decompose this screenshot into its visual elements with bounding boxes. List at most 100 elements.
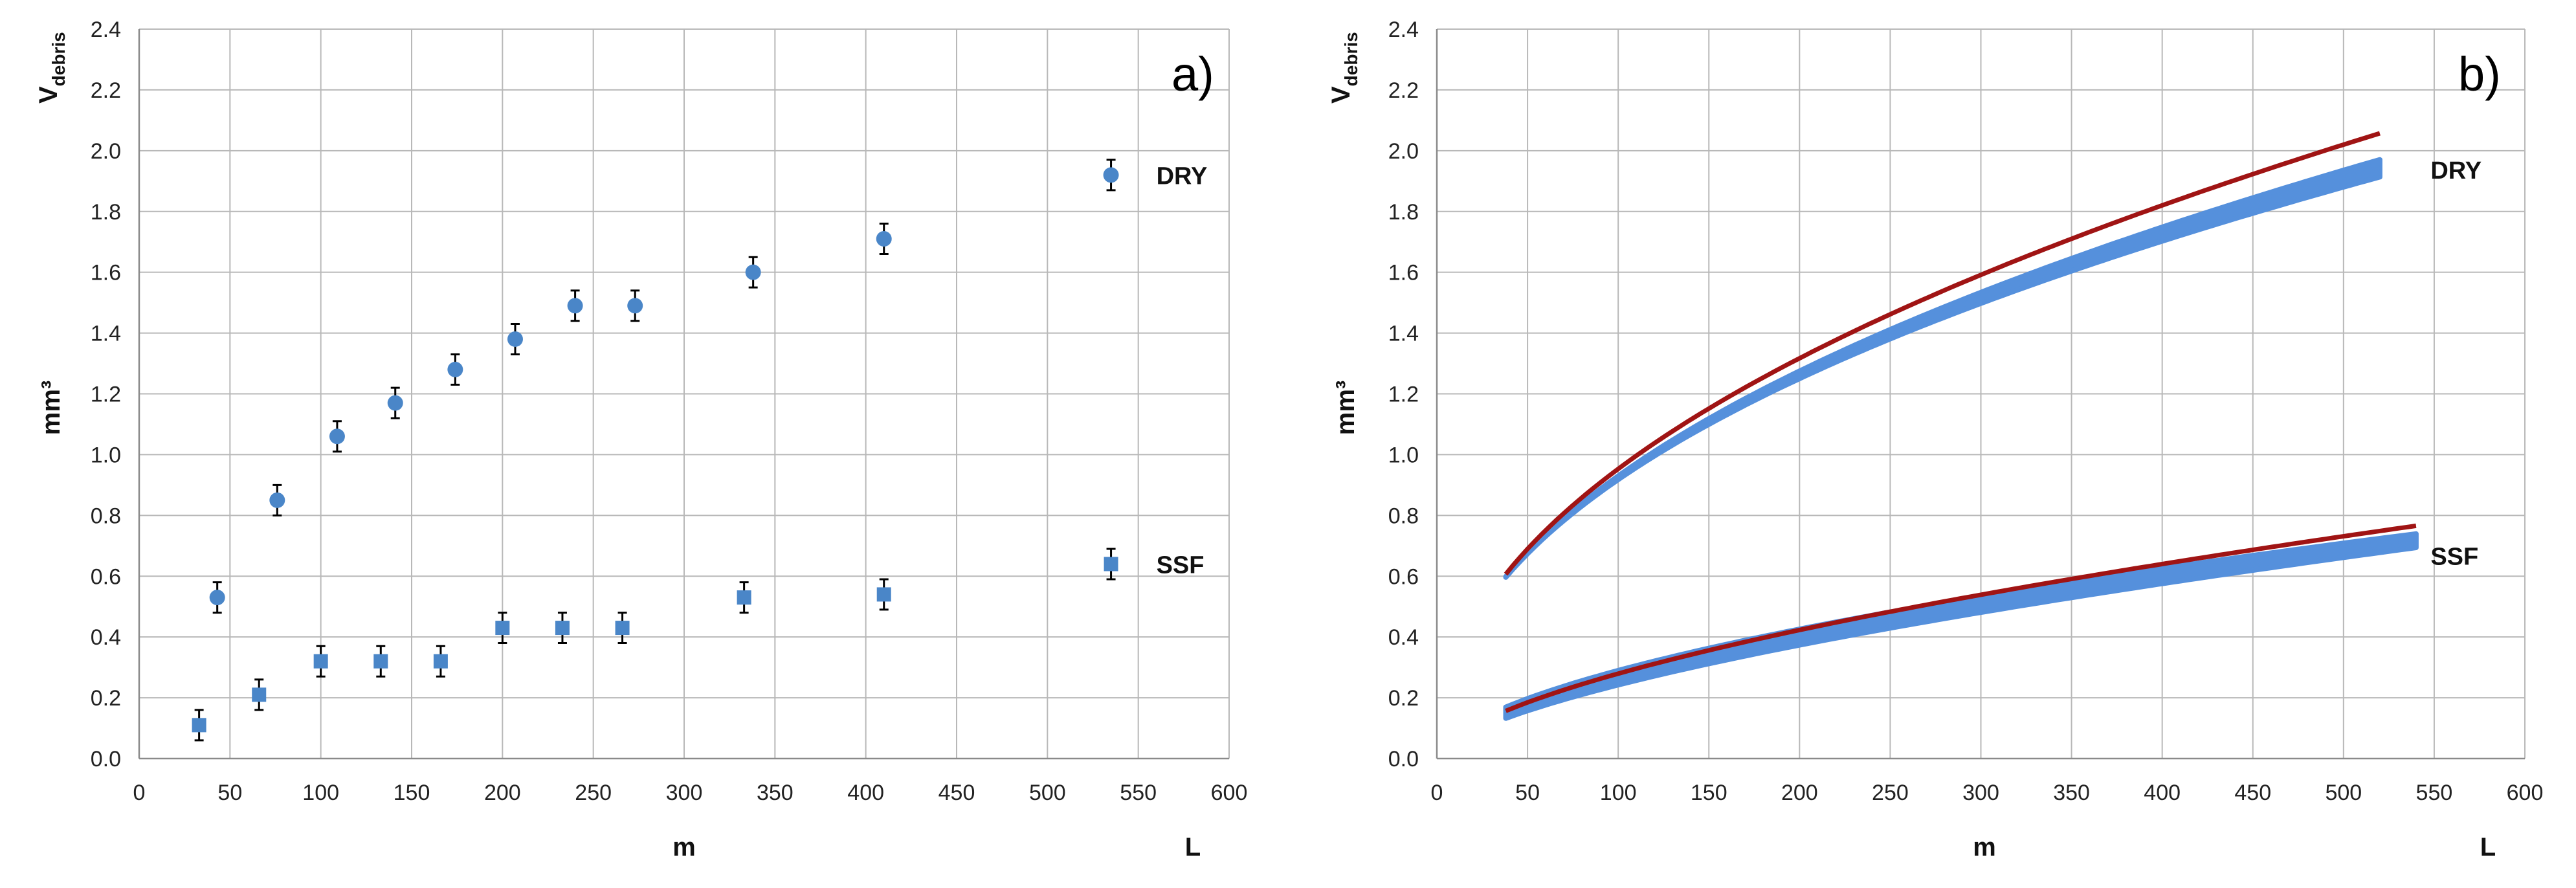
panel-b-x-label-right: L: [2480, 833, 2496, 861]
x-tick-label: 350: [2053, 781, 2090, 805]
data-point-circle: [447, 361, 463, 377]
panel-b-series-labels: DRY SSF: [2430, 157, 2482, 570]
data-point-dry: [209, 581, 225, 614]
panel-b-line-chart: 0 50 100 150 200 250 300 350 400 450 500 550 600 0.0…: [1327, 17, 2543, 861]
panel-b-series: [1503, 131, 2419, 721]
y-tick-label: 0.8: [1388, 504, 1419, 528]
panel-b-y-label-main: V: [1327, 86, 1355, 104]
panel-b-tag: b): [2458, 47, 2501, 101]
legend-marker-dry: [1103, 159, 1119, 192]
data-point-square: [373, 654, 388, 669]
panel-a-data-points: [192, 223, 892, 742]
y-tick-label: 0.6: [91, 564, 121, 589]
panel-b-y-label: Vdebris: [1327, 32, 1361, 104]
y-tick-label: 0.0: [1388, 747, 1419, 771]
y-tick-label: 1.4: [91, 322, 121, 346]
panel-b-y-label-sub: debris: [1341, 32, 1361, 86]
x-tick-label: 600: [1211, 781, 1248, 805]
panel-a-scatter-chart: 0 50 100 150 200 250 300 350 400 450 500 550 600 0.0…: [34, 17, 1247, 861]
panel-a-x-label: m: [672, 833, 696, 861]
data-point-dry: [329, 420, 345, 453]
panel-a-y-label-sub: debris: [49, 32, 69, 86]
series-label-dry: DRY: [2430, 157, 2482, 184]
data-point-ssf: [373, 645, 388, 678]
data-point-circle: [209, 590, 225, 606]
y-tick-label: 1.0: [91, 443, 121, 467]
x-tick-label: 600: [2507, 781, 2544, 805]
data-point-dry: [627, 289, 643, 322]
panel-a-y-tick-labels: 0.0 0.2 0.4 0.6 0.8 1.0 1.2 1.4 1.6 1.8 2.0 2.2 2.4: [91, 17, 121, 771]
x-tick-label: 350: [757, 781, 794, 805]
data-point-square: [495, 621, 510, 636]
panel-a-x-label-right: L: [1185, 833, 1201, 861]
x-tick-label: 200: [484, 781, 521, 805]
data-point-ssf: [615, 612, 630, 645]
panel-a-y-label-main: V: [34, 86, 63, 104]
y-tick-label: 1.8: [1388, 200, 1419, 225]
panel-a-grid: [139, 28, 1230, 759]
y-tick-label: 2.0: [91, 139, 121, 164]
x-tick-label: 400: [847, 781, 884, 805]
y-tick-label: 1.2: [91, 383, 121, 407]
y-tick-label: 2.0: [1388, 139, 1419, 164]
x-tick-label: 400: [2144, 781, 2181, 805]
data-point-circle: [567, 298, 583, 314]
x-tick-label: 100: [302, 781, 339, 805]
x-tick-label: 550: [1120, 781, 1157, 805]
panel-b-axes: [1436, 29, 2525, 760]
data-point-dry: [269, 483, 285, 516]
data-point-dry: [745, 256, 761, 289]
x-tick-label: 250: [575, 781, 612, 805]
x-tick-label: 450: [2234, 781, 2271, 805]
fit-line-ssf: [1505, 523, 2417, 713]
y-tick-label: 0.0: [91, 747, 121, 771]
x-tick-label: 550: [2416, 781, 2453, 805]
x-tick-label: 250: [1872, 781, 1909, 805]
y-tick-label: 0.8: [91, 504, 121, 528]
data-point-ssf: [192, 709, 206, 742]
data-point-circle: [269, 492, 285, 508]
y-tick-label: 2.2: [91, 78, 121, 103]
x-tick-label: 300: [666, 781, 703, 805]
data-point-square: [433, 654, 448, 669]
data-point-square: [555, 621, 570, 636]
data-point-square: [615, 621, 630, 636]
data-point-circle: [745, 264, 761, 280]
y-tick-label: 1.6: [91, 261, 121, 285]
x-tick-label: 0: [133, 781, 146, 805]
y-tick-label: 1.0: [1388, 443, 1419, 467]
panel-a-x-tick-labels: 0 50 100 150 200 250 300 350 400 450 500 550 600: [133, 781, 1248, 805]
data-point-square: [1104, 557, 1118, 572]
x-tick-label: 0: [1431, 781, 1443, 805]
data-point-ssf: [495, 612, 510, 645]
data-point-dry: [876, 223, 892, 255]
y-tick-label: 0.4: [1388, 625, 1419, 650]
panel-b-x-label: m: [1973, 833, 1996, 861]
y-tick-label: 1.6: [1388, 261, 1419, 285]
panel-b-y-tick-labels: 0.0 0.2 0.4 0.6 0.8 1.0 1.2 1.4 1.6 1.8 2.0 2.2 2.4: [1388, 17, 1419, 771]
x-tick-label: 150: [1691, 781, 1727, 805]
x-tick-label: 50: [217, 781, 242, 805]
x-tick-label: 300: [1962, 781, 1999, 805]
data-point-circle: [387, 395, 403, 411]
y-tick-label: 0.6: [1388, 564, 1419, 589]
panel-a-axes: [138, 29, 1229, 760]
data-point-ssf: [313, 645, 328, 678]
legend-marker-ssf: [1104, 548, 1118, 581]
panel-b-y-unit: mm³: [1331, 381, 1360, 435]
data-point-circle: [1103, 167, 1119, 183]
panel-a-legend: DRY SSF: [1103, 159, 1207, 581]
panel-a-y-unit: mm³: [37, 381, 65, 435]
data-point-ssf: [737, 581, 751, 614]
x-tick-label: 500: [1029, 781, 1066, 805]
data-point-circle: [507, 331, 523, 347]
data-point-circle: [627, 298, 643, 314]
panel-b-grid: [1437, 28, 2526, 759]
data-point-square: [876, 587, 891, 602]
x-tick-label: 150: [394, 781, 430, 805]
y-tick-label: 2.4: [1388, 17, 1419, 42]
y-tick-label: 0.4: [91, 625, 121, 650]
band-ssf: [1503, 531, 2419, 721]
data-point-ssf: [876, 578, 891, 611]
data-point-circle: [876, 231, 892, 247]
